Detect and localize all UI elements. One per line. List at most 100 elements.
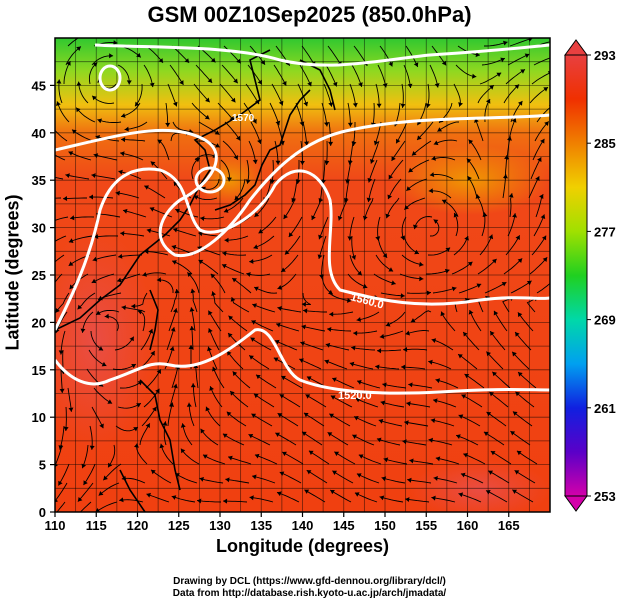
y-tick-label: 45	[32, 78, 46, 93]
y-tick-label: 35	[32, 173, 46, 188]
streamline-arrowhead	[541, 235, 547, 241]
streamline	[411, 140, 432, 156]
streamline-arrowhead	[332, 81, 338, 87]
streamline-arrowhead	[417, 135, 422, 140]
streamline-arrowhead	[258, 229, 264, 234]
streamline-arrowhead	[66, 61, 71, 66]
streamline	[351, 64, 363, 88]
streamline-arrowhead	[356, 317, 361, 322]
streamline	[437, 121, 460, 132]
colorbar-label: 277	[594, 224, 616, 239]
streamline	[303, 412, 325, 427]
streamline-arrowhead	[404, 205, 409, 210]
streamline-arrowhead	[388, 174, 393, 180]
streamline-arrowhead	[382, 382, 387, 388]
streamline-arrowhead	[190, 288, 196, 294]
streamline-arrowhead	[431, 338, 437, 343]
streamline	[308, 450, 330, 465]
streamline-arrowhead	[277, 491, 282, 497]
streamline-arrowhead	[433, 476, 438, 481]
streamline	[222, 433, 245, 446]
streamline-arrowhead	[230, 297, 236, 302]
streamline	[352, 122, 356, 146]
streamline	[223, 45, 241, 64]
streamline	[338, 197, 348, 221]
streamline-arrowhead	[45, 148, 50, 152]
streamline-arrowhead	[539, 194, 544, 199]
streamline-arrowhead	[223, 208, 229, 213]
streamline	[347, 102, 351, 127]
streamline	[533, 57, 550, 66]
streamline	[428, 439, 453, 446]
streamline-arrowhead	[260, 60, 265, 65]
streamline	[63, 60, 71, 85]
streamline	[175, 208, 199, 218]
streamline	[401, 366, 426, 370]
streamline-arrowhead	[252, 118, 257, 124]
x-tick-label: 130	[209, 518, 231, 533]
streamline-arrowhead	[321, 179, 326, 184]
streamline-arrowhead	[458, 414, 464, 419]
streamline	[143, 64, 154, 88]
streamline-arrowhead	[453, 212, 459, 218]
streamline-arrowhead	[245, 179, 251, 184]
streamline-arrowhead	[428, 437, 433, 443]
streamline	[118, 170, 142, 180]
streamline-arrowhead	[411, 151, 417, 156]
streamline-arrowhead	[483, 431, 489, 437]
streamline-arrowhead	[456, 434, 461, 439]
streamline	[368, 159, 378, 183]
streamline-arrowhead	[170, 327, 176, 332]
colorbar-label: 269	[594, 313, 616, 328]
streamline-arrowhead	[212, 366, 217, 372]
streamline-arrowhead	[382, 83, 388, 88]
streamline	[248, 140, 257, 164]
streamline-arrowhead	[442, 199, 447, 204]
colorbar-labels: 253 261 269 277 285 293	[587, 48, 616, 504]
y-tick-label: 40	[32, 126, 46, 141]
streamline	[306, 469, 328, 484]
streamline-arrowhead	[89, 194, 93, 200]
streamline-arrowhead	[362, 283, 368, 289]
streamline	[488, 470, 510, 484]
streamline-arrowhead	[235, 135, 241, 141]
streamline	[55, 216, 69, 221]
streamline-arrowhead	[305, 394, 311, 399]
streamline	[145, 369, 162, 389]
streamline-arrowhead	[119, 497, 124, 503]
x-tick-label: 115	[86, 518, 107, 533]
streamline-arrowhead	[490, 451, 496, 456]
streamline-arrowhead	[490, 331, 495, 336]
streamline-arrowhead	[210, 57, 216, 63]
streamline	[530, 157, 542, 180]
streamline-arrowhead	[535, 176, 540, 181]
streamline-arrowhead	[429, 172, 435, 177]
streamline	[455, 64, 477, 78]
streamline-arrowhead	[355, 397, 361, 403]
streamline-arrowhead	[173, 227, 178, 233]
streamline	[299, 64, 312, 87]
streamline-arrowhead	[108, 462, 113, 468]
streamline	[195, 364, 199, 389]
streamline-arrowhead	[409, 458, 414, 464]
streamline	[55, 254, 65, 263]
streamline	[466, 158, 480, 180]
streamline	[515, 391, 535, 408]
streamline-arrowhead	[388, 267, 394, 272]
streamline-arrowhead	[291, 197, 296, 203]
streamline	[464, 373, 485, 389]
streamline-arrowhead	[278, 100, 284, 106]
colorbar-label: 285	[594, 136, 616, 151]
streamline	[529, 257, 548, 275]
streamline-arrowhead	[172, 260, 177, 265]
streamline-arrowhead	[402, 439, 407, 445]
streamline-arrowhead	[496, 72, 502, 77]
streamline	[372, 102, 375, 127]
streamline-arrowhead	[169, 402, 174, 407]
streamline-arrowhead	[463, 332, 468, 337]
streamline-arrowhead	[413, 224, 418, 230]
streamline-arrowhead	[419, 261, 424, 267]
streamline	[277, 412, 299, 427]
streamline	[134, 83, 143, 107]
streamline-arrowhead	[468, 310, 474, 315]
